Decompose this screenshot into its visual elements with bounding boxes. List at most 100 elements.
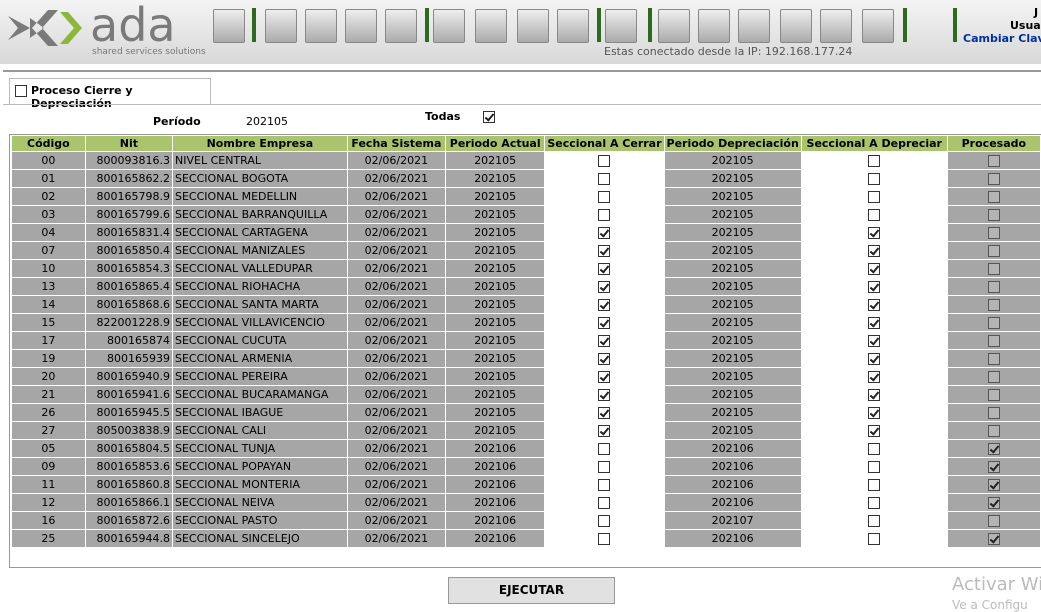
checkbox[interactable]	[868, 533, 881, 545]
toolbar-button[interactable]	[475, 9, 507, 43]
grid-row[interactable]: 16 800165872.6 SECCIONAL PASTO 02/06/2021 20…	[11, 511, 1041, 530]
checkbox[interactable]	[598, 191, 611, 203]
checkbox[interactable]	[598, 245, 611, 257]
checkbox[interactable]	[598, 281, 611, 293]
grid-row[interactable]: 00 800093816.3 NIVEL CENTRAL 02/06/2021 2021…	[11, 151, 1041, 170]
checkbox[interactable]	[598, 263, 611, 275]
toolbar-button[interactable]	[433, 9, 465, 43]
checkbox[interactable]	[868, 461, 881, 473]
column-header[interactable]: Procesado	[946, 135, 1041, 152]
grid-row[interactable]: 07 800165850.4 SECCIONAL MANIZALES 02/06/20…	[11, 241, 1041, 260]
checkbox[interactable]	[598, 407, 611, 419]
checkbox[interactable]	[868, 281, 881, 293]
toolbar-button[interactable]	[862, 9, 894, 43]
toolbar-button[interactable]	[345, 9, 377, 43]
column-header[interactable]: Seccional A Depreciar	[800, 135, 948, 152]
grid-row[interactable]: 03 800165799.6 SECCIONAL BARRANQUILLA 02/06…	[11, 205, 1041, 224]
checkbox[interactable]	[598, 317, 611, 329]
checkbox[interactable]	[868, 155, 881, 167]
checkbox[interactable]	[598, 209, 611, 221]
checkbox[interactable]	[868, 371, 881, 383]
grid-row[interactable]: 11 800165860.8 SECCIONAL MONTERIA 02/06/202…	[11, 475, 1041, 494]
change-password-link[interactable]: Cambiar Clave	[963, 32, 1041, 45]
tab[interactable]: Proceso Cierre y Depreciación	[9, 78, 211, 110]
grid-row[interactable]: 02 800165798.9 SECCIONAL MEDELLIN 02/06/202…	[11, 187, 1041, 206]
checkbox[interactable]	[868, 191, 881, 203]
column-header[interactable]: Nit	[84, 135, 174, 152]
grid-row[interactable]: 19 800165939 SECCIONAL ARMENIA 02/06/2021 20…	[11, 349, 1041, 368]
column-header[interactable]: Código	[11, 135, 86, 152]
checkbox[interactable]	[868, 443, 881, 455]
column-header[interactable]: Seccional A Cerrar	[544, 135, 665, 152]
grid-row[interactable]: 12 800165866.1 SECCIONAL NEIVA 02/06/2021 20…	[11, 493, 1041, 512]
toolbar-button[interactable]	[780, 9, 812, 43]
checkbox[interactable]	[868, 209, 881, 221]
grid-row[interactable]: 10 800165854.3 SECCIONAL VALLEDUPAR 02/06/2…	[11, 259, 1041, 278]
checkbox[interactable]	[868, 425, 881, 437]
checkbox[interactable]	[868, 245, 881, 257]
grid-row[interactable]: 05 800165804.5 SECCIONAL TUNJA 02/06/2021 20…	[11, 439, 1041, 458]
grid-row[interactable]: 26 800165945.5 SECCIONAL IBAGUE 02/06/2021 2…	[11, 403, 1041, 422]
grid-row[interactable]: 27 805003838.9 SECCIONAL CALI 02/06/2021 202…	[11, 421, 1041, 440]
checkbox[interactable]	[598, 155, 611, 167]
checkbox[interactable]	[598, 479, 611, 491]
all-checkbox[interactable]	[483, 111, 495, 123]
execute-button[interactable]: EJECUTAR	[448, 577, 615, 604]
toolbar-button[interactable]	[698, 9, 730, 43]
toolbar-button[interactable]	[213, 9, 245, 43]
checkbox[interactable]	[598, 227, 611, 239]
checkbox-cell	[544, 151, 665, 170]
grid-row[interactable]: 04 800165831.4 SECCIONAL CARTAGENA 02/06/20…	[11, 223, 1041, 242]
column-header[interactable]: Fecha Sistema	[346, 135, 447, 152]
checkbox[interactable]	[598, 515, 611, 527]
period-value[interactable]: 202105	[246, 115, 288, 128]
checkbox	[987, 479, 1000, 491]
grid-row[interactable]: 01 800165862.2 SECCIONAL BOGOTA 02/06/2021 2…	[11, 169, 1041, 188]
toolbar-button[interactable]	[658, 9, 690, 43]
cell: SECCIONAL SANTA MARTA	[172, 295, 348, 314]
checkbox[interactable]	[868, 515, 881, 527]
column-header[interactable]: Periodo Depreciación	[663, 135, 802, 152]
checkbox[interactable]	[598, 443, 611, 455]
toolbar-button[interactable]	[605, 9, 637, 43]
grid-row[interactable]: 15 822001228.9 SECCIONAL VILLAVICENCIO 02/0…	[11, 313, 1041, 332]
checkbox[interactable]	[598, 497, 611, 509]
checkbox[interactable]	[868, 299, 881, 311]
checkbox[interactable]	[598, 425, 611, 437]
toolbar-button[interactable]	[385, 9, 417, 43]
checkbox[interactable]	[598, 533, 611, 545]
checkbox[interactable]	[598, 173, 611, 185]
column-header[interactable]: Periodo Actual	[445, 135, 546, 152]
toolbar-button[interactable]	[305, 9, 337, 43]
checkbox[interactable]	[868, 389, 881, 401]
checkbox[interactable]	[868, 497, 881, 509]
checkbox[interactable]	[868, 173, 881, 185]
grid-row[interactable]: 25 800165944.8 SECCIONAL SINCELEJO 02/06/20…	[11, 529, 1041, 548]
checkbox[interactable]	[868, 335, 881, 347]
toolbar-button[interactable]	[738, 9, 770, 43]
grid-row[interactable]: 17 800165874 SECCIONAL CUCUTA 02/06/2021 202…	[11, 331, 1041, 350]
column-header[interactable]: Nombre Empresa	[172, 135, 348, 152]
checkbox[interactable]	[868, 227, 881, 239]
toolbar-separator	[903, 8, 907, 42]
checkbox[interactable]	[598, 389, 611, 401]
checkbox[interactable]	[598, 299, 611, 311]
toolbar-button[interactable]	[820, 9, 852, 43]
checkbox[interactable]	[598, 461, 611, 473]
grid-row[interactable]: 14 800165868.6 SECCIONAL SANTA MARTA 02/06/…	[11, 295, 1041, 314]
grid-row[interactable]: 20 800165940.9 SECCIONAL PEREIRA 02/06/2021…	[11, 367, 1041, 386]
checkbox[interactable]	[868, 317, 881, 329]
grid-row[interactable]: 21 800165941.6 SECCIONAL BUCARAMANGA 02/06/…	[11, 385, 1041, 404]
toolbar-button[interactable]	[517, 9, 549, 43]
checkbox[interactable]	[598, 335, 611, 347]
grid-row[interactable]: 09 800165853.6 SECCIONAL POPAYAN 02/06/2021…	[11, 457, 1041, 476]
checkbox[interactable]	[598, 371, 611, 383]
toolbar-button[interactable]	[265, 9, 297, 43]
checkbox[interactable]	[868, 263, 881, 275]
checkbox[interactable]	[868, 407, 881, 419]
toolbar-button[interactable]	[557, 9, 589, 43]
checkbox[interactable]	[868, 353, 881, 365]
grid-row[interactable]: 13 800165865.4 SECCIONAL RIOHACHA 02/06/202…	[11, 277, 1041, 296]
checkbox[interactable]	[868, 479, 881, 491]
checkbox[interactable]	[598, 353, 611, 365]
